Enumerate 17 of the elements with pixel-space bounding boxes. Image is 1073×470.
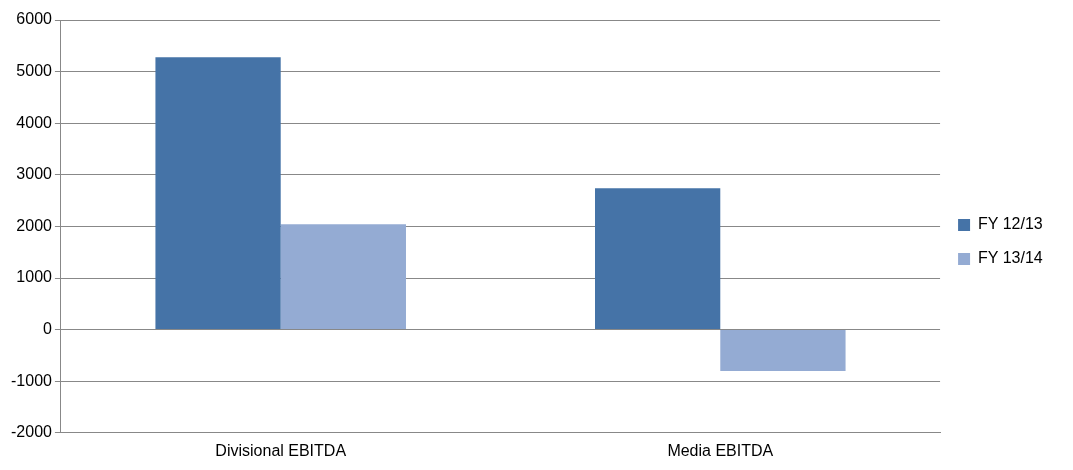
bar: [595, 188, 721, 330]
x-tick-label: Divisional EBITDA: [215, 441, 347, 459]
x-tick-label: Media EBITDA: [667, 441, 774, 459]
legend-label: FY 12/13: [978, 215, 1043, 233]
y-tick-label: 6000: [16, 10, 53, 28]
legend-label: FY 13/14: [978, 249, 1043, 267]
bar: [155, 57, 281, 330]
bar: [720, 330, 846, 371]
y-tick-label: 3000: [16, 165, 53, 183]
y-tick-label: -1000: [11, 371, 53, 389]
bar: [280, 224, 406, 330]
y-tick-label: 5000: [16, 62, 53, 80]
y-tick-label: 2000: [16, 216, 53, 234]
y-tick-label: 0: [43, 320, 53, 338]
y-tick-label: 4000: [16, 113, 53, 131]
y-tick-label: 1000: [16, 268, 53, 286]
y-tick-label: -2000: [11, 423, 53, 441]
